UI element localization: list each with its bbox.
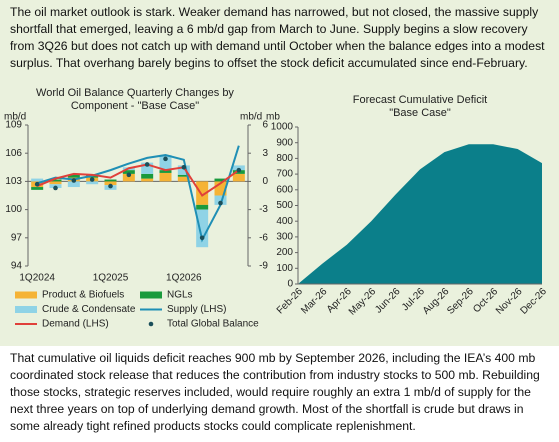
- bar-segment: [122, 170, 135, 174]
- bar-segment: [49, 181, 62, 185]
- dot: [89, 177, 95, 182]
- x-tick-label: 1Q2024: [19, 273, 55, 284]
- bar-segment: [141, 162, 154, 174]
- dot: [199, 235, 205, 241]
- y2-tick-label: -6: [259, 232, 268, 243]
- dot: [126, 172, 132, 178]
- bar-segment: [177, 165, 190, 175]
- charts: World Oil Balance Quarterly Changes byCo…: [4, 87, 549, 330]
- bar-segment: [31, 178, 44, 182]
- y2-tick-label: 0: [262, 176, 268, 187]
- x-tick-label: May-26: [347, 286, 379, 318]
- bar-segment: [159, 170, 172, 173]
- x-tick-label: Feb-26: [275, 286, 305, 316]
- bar-segment: [67, 181, 80, 188]
- dot: [218, 200, 223, 206]
- body-paragraph: That cumulative oil liquids deficit reac…: [10, 351, 540, 433]
- y2-tick-label: 6: [262, 120, 268, 131]
- bar-segment: [177, 174, 190, 177]
- dot: [236, 167, 242, 173]
- y-tick-label: 0: [287, 279, 293, 290]
- legend-swatch: [140, 291, 162, 299]
- dot: [108, 183, 113, 189]
- chart-title: Component - "Base Case": [71, 100, 199, 112]
- chart-title: "Base Case": [389, 107, 451, 119]
- bar-segment: [159, 155, 172, 171]
- y-tick-label: 97: [11, 232, 23, 243]
- bar-segment: [232, 173, 245, 182]
- dot: [144, 162, 150, 167]
- legend-label: Demand (LHS): [42, 319, 109, 330]
- y-tick-label: 100: [276, 263, 293, 274]
- bar-segment: [49, 179, 62, 182]
- bar-segment: [196, 204, 209, 210]
- y-tick-label: 300: [276, 232, 293, 243]
- x-tick-label: Sep-26: [445, 286, 476, 317]
- y2-tick-label: -3: [259, 204, 268, 215]
- bar-segment: [232, 165, 245, 171]
- bar-segment: [31, 187, 44, 190]
- y-tick-label: 106: [5, 148, 22, 159]
- line: [36, 163, 240, 197]
- bar-segment: [159, 172, 172, 182]
- x-tick-label: 1Q2025: [93, 273, 129, 284]
- dot: [163, 156, 168, 162]
- bar-segment: [177, 176, 190, 182]
- dot: [71, 178, 77, 183]
- legend-swatch: [15, 291, 37, 299]
- legend-label: Total Global Balance: [167, 319, 259, 330]
- y-tick-label: 200: [276, 247, 293, 258]
- bar-segment: [86, 181, 99, 185]
- x-tick-label: Mar-26: [299, 286, 329, 316]
- legend-label: Crude & Condensate: [42, 304, 136, 315]
- y-tick-label: 900: [276, 137, 293, 148]
- x-tick-label: Jun-26: [373, 286, 403, 316]
- y-tick-label: 109: [5, 120, 22, 131]
- bar-segment: [214, 178, 227, 182]
- y-tick-label: 800: [276, 153, 293, 164]
- bar-segment: [214, 195, 227, 205]
- bar-segment: [196, 209, 209, 248]
- y-axis-label: mb: [266, 112, 280, 123]
- y-tick-label: 400: [276, 216, 293, 227]
- y-axis-label: mb/d: [4, 112, 26, 123]
- y2-tick-label: -9: [259, 261, 268, 272]
- legend-swatch: [15, 306, 37, 313]
- x-tick-label: Dec-26: [518, 286, 549, 317]
- dot: [34, 181, 40, 187]
- chart-title: Forecast Cumulative Deficit: [353, 94, 488, 106]
- y-tick-label: 100: [5, 204, 22, 215]
- legend-label: NGLs: [167, 290, 193, 301]
- bar-segment: [141, 178, 154, 182]
- y-tick-label: 94: [11, 261, 23, 272]
- dot: [181, 165, 187, 170]
- legend-label: Product & Biofuels: [42, 290, 124, 301]
- x-tick-label: 1Q2026: [166, 273, 202, 284]
- bar-segment: [122, 173, 135, 182]
- y2-axis-label: mb/d: [240, 112, 262, 123]
- intro-paragraph: The oil market outlook is stark. Weaker …: [10, 5, 545, 70]
- bar-segment: [67, 174, 80, 178]
- legend-label: Supply (LHS): [167, 304, 226, 315]
- y-tick-label: 103: [5, 176, 22, 187]
- bar-segment: [196, 181, 209, 205]
- bar-segment: [104, 181, 117, 186]
- y-tick-label: 700: [276, 169, 293, 180]
- dot: [53, 185, 58, 191]
- line: [36, 145, 240, 243]
- chart-title: World Oil Balance Quarterly Changes by: [36, 87, 234, 99]
- y-tick-label: 600: [276, 184, 293, 195]
- legend-swatch: [148, 321, 154, 327]
- y-tick-label: 1000: [271, 122, 294, 133]
- y2-tick-label: 3: [262, 148, 268, 159]
- y-tick-label: 500: [276, 200, 293, 211]
- bar-segment: [141, 173, 154, 179]
- area: [298, 144, 542, 284]
- bar-segment: [104, 179, 117, 182]
